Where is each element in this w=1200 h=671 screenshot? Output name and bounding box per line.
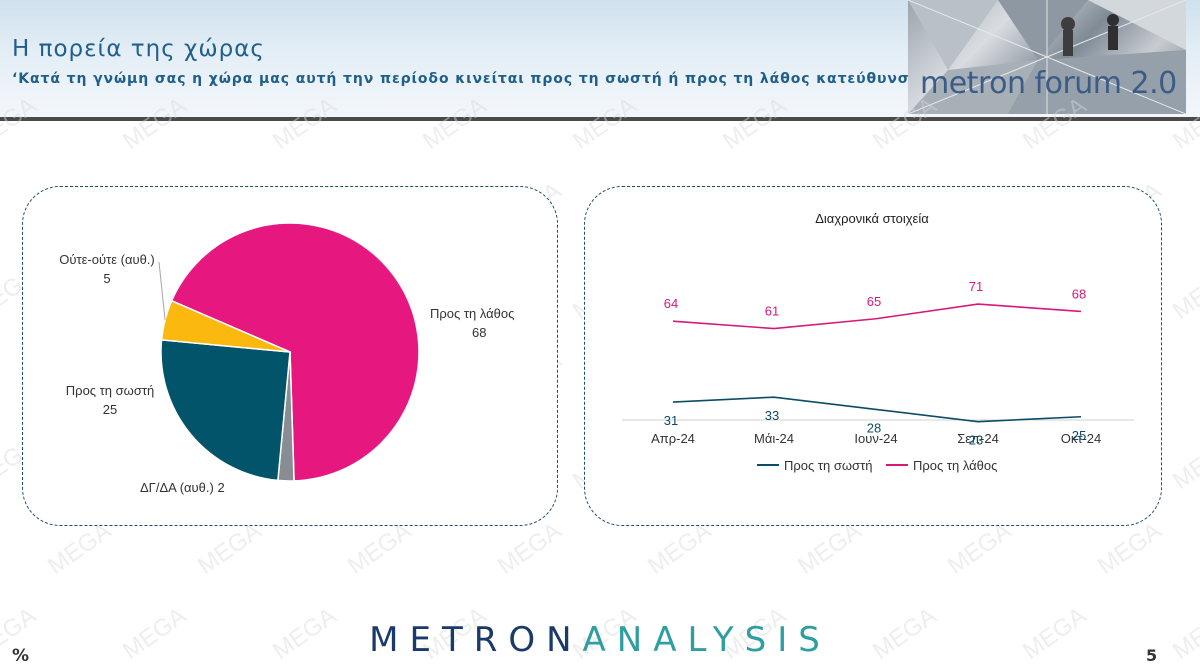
pie-slice xyxy=(170,222,420,482)
pie-slice-label: ΔΓ/ΔΑ (αυθ.) 2 xyxy=(140,480,225,495)
x-tick-label: Σεπ-24 xyxy=(957,431,999,446)
pie-slice-value: 68 xyxy=(472,325,486,340)
page-subtitle: ‘Κατά τη γνώμη σας η χώρα μας αυτή την π… xyxy=(12,71,934,87)
line-chart-panel xyxy=(584,186,1162,526)
brand-metron: METRON xyxy=(369,620,583,660)
logo-text: metron forum 2.0 xyxy=(920,66,1177,101)
logo-background-graphic xyxy=(908,0,1186,114)
data-label: 71 xyxy=(969,279,983,294)
page-title: Η πορεία της χώρας xyxy=(12,36,265,62)
pie-slice-label: Προς τη σωστή xyxy=(66,383,154,398)
data-label: 33 xyxy=(765,408,779,423)
series-line xyxy=(672,396,1082,423)
data-label: 31 xyxy=(664,413,678,428)
pie-slice-label: Προς τη λάθος xyxy=(430,306,514,321)
pie-slice-value: 25 xyxy=(103,402,117,417)
pie-slice-value: 5 xyxy=(103,271,110,286)
page-number: 5 xyxy=(1146,646,1158,665)
data-label: 65 xyxy=(867,294,881,309)
x-tick-label: Μάι-24 xyxy=(754,431,794,446)
x-tick-label: Απρ-24 xyxy=(651,431,695,446)
data-label: 28 xyxy=(867,420,881,435)
line-chart-title: Διαχρονικά στοιχεία xyxy=(815,211,929,226)
x-tick-label: Οκτ-24 xyxy=(1061,431,1102,446)
legend-label: Προς τη σωστή xyxy=(784,458,872,473)
unit-label: % xyxy=(12,646,30,666)
x-tick-label: Ιουν-24 xyxy=(854,431,897,446)
pie-slice xyxy=(160,299,291,353)
data-label: 23 xyxy=(969,433,983,448)
pie-slice-label: Ούτε-ούτε (αυθ.) xyxy=(59,252,155,267)
series-line xyxy=(672,303,1082,330)
metron-analysis-logo: METRONANALYSIS xyxy=(0,620,1200,660)
metron-forum-logo: metron forum 2.0 xyxy=(908,0,1186,114)
legend-label: Προς τη λάθος xyxy=(913,458,997,473)
data-label: 25 xyxy=(1072,428,1086,443)
data-label: 64 xyxy=(664,296,678,311)
brand-analysis: ANALYSIS xyxy=(582,620,831,660)
pie-leader-line xyxy=(158,261,166,320)
data-label: 68 xyxy=(1072,286,1086,301)
header-divider xyxy=(0,117,1200,121)
pie-slice xyxy=(160,339,291,482)
data-label: 61 xyxy=(765,304,779,319)
